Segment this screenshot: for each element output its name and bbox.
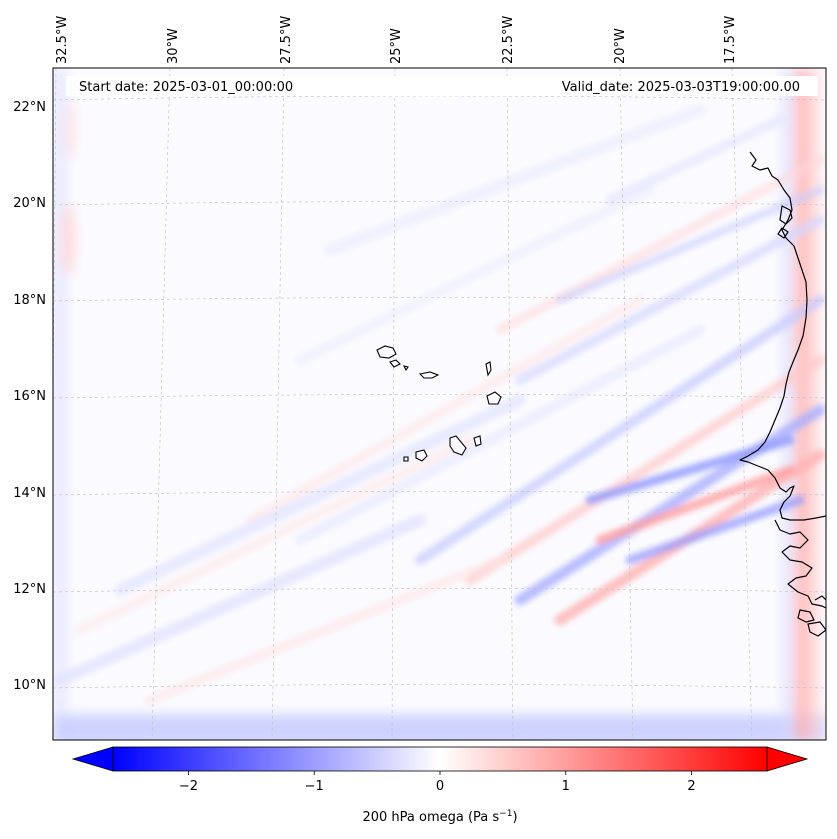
colorbar: −2 −1 0 1 2 200 hPa omega (Pa s−1): [71, 746, 809, 825]
lat-label: 12°N: [13, 582, 46, 597]
colorbar-tick-label: 0: [436, 779, 444, 794]
colorbar-label: 200 hPa omega (Pa s−1): [362, 809, 517, 825]
omega-field: [53, 68, 826, 740]
island-santo-antao: [376, 345, 397, 359]
island-fogo: [415, 449, 428, 462]
valid-date-title: Valid_date: 2025-03-03T19:00:00.00: [562, 80, 800, 95]
title-strip: [66, 76, 818, 96]
colorbar-gradient: [112, 746, 768, 772]
colorbar-tick-label: 2: [687, 779, 695, 794]
start-date-title: Start date: 2025-03-01_00:00:00: [79, 80, 293, 95]
island-brava: [403, 456, 409, 462]
island-sao-vicente: [389, 359, 401, 368]
longitude-labels: 32.5°W 30°W 27.5°W 25°W 22.5°W 20°W 17.5…: [55, 16, 738, 64]
colorbar-low-extend: [71, 746, 114, 772]
colorbar-tick-label: −2: [179, 779, 198, 794]
colorbar-tick-label: 1: [562, 779, 570, 794]
island-maio: [473, 435, 482, 447]
island-sal: [485, 361, 492, 377]
colorbar-tick-label: −1: [305, 779, 324, 794]
colorbar-high-extend: [766, 746, 809, 772]
map-frame: [52, 67, 827, 741]
coastline: [739, 151, 826, 637]
lon-label: 32.5°W: [55, 16, 70, 64]
lon-label: 20°W: [613, 28, 628, 64]
island-boa-vista: [486, 391, 502, 405]
map-background: [53, 68, 826, 740]
lat-label: 18°N: [13, 293, 46, 308]
lon-label: 17.5°W: [723, 16, 738, 64]
island-sao-nicolau: [418, 371, 440, 379]
lon-label: 30°W: [166, 28, 181, 64]
lat-label: 14°N: [13, 486, 46, 501]
lat-label: 10°N: [13, 678, 46, 693]
lat-label: 16°N: [13, 389, 46, 404]
graticule: [53, 68, 826, 740]
lon-label: 22.5°W: [501, 16, 516, 64]
colorbar-ticks: −2 −1 0 1 2: [179, 771, 696, 794]
latitude-labels: 22°N 20°N 18°N 16°N 14°N 12°N 10°N: [13, 100, 46, 693]
cape-verde-islands: [376, 345, 502, 462]
lon-label: 27.5°W: [279, 16, 294, 64]
lon-label: 25°W: [389, 28, 404, 64]
lat-label: 22°N: [13, 100, 46, 115]
lat-label: 20°N: [13, 196, 46, 211]
island-santiago: [449, 435, 467, 456]
island-santa-luzia: [402, 365, 409, 372]
